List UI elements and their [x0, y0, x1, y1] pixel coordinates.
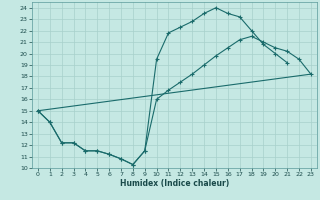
X-axis label: Humidex (Indice chaleur): Humidex (Indice chaleur): [120, 179, 229, 188]
